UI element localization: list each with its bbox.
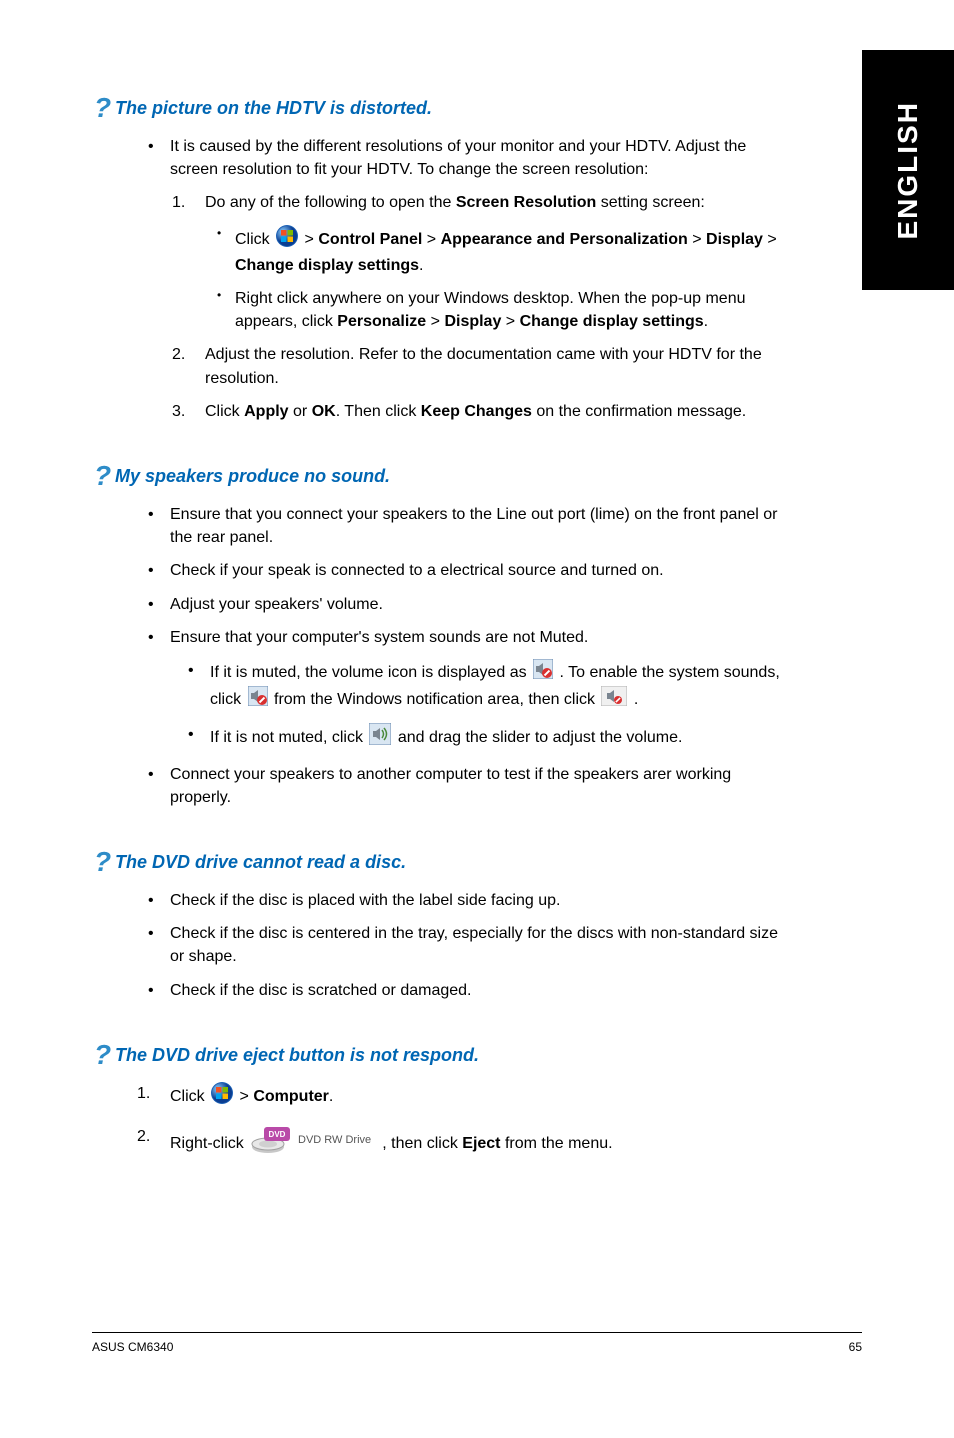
- question-block: ? The DVD drive cannot read a disc. Chec…: [115, 849, 795, 1002]
- bold-text: Control Panel: [318, 230, 422, 247]
- bold-text: Change display settings: [520, 313, 704, 330]
- question-mark-icon: ?: [92, 463, 120, 491]
- bullet-item: It is caused by the different resolution…: [170, 135, 795, 181]
- question-title: ? The picture on the HDTV is distorted.: [115, 95, 795, 121]
- bullet-item: Check if your speak is connected to a el…: [170, 559, 795, 582]
- dvd-drive-icon: DVD DVD RW Drive: [250, 1125, 380, 1162]
- svg-text:?: ?: [94, 1042, 111, 1070]
- question-title-text: The picture on the HDTV is distorted.: [115, 98, 432, 118]
- numbered-item: 1.Click > Computer.: [170, 1082, 795, 1111]
- question-title: ? The DVD drive eject button is not resp…: [115, 1042, 795, 1068]
- question-title-text: The DVD drive cannot read a disc.: [115, 852, 406, 872]
- bold-text: Computer: [253, 1088, 329, 1105]
- question-mark-icon: ?: [92, 95, 120, 123]
- side-tab-text: ENGLISH: [888, 101, 929, 239]
- bold-text: Display: [706, 230, 763, 247]
- question-mark-icon: ?: [92, 849, 120, 877]
- start-icon: [211, 1082, 233, 1111]
- item-number: 1.: [137, 1082, 150, 1105]
- item-number: 2.: [137, 1125, 150, 1148]
- svg-text:?: ?: [94, 463, 111, 491]
- footer-right: 65: [849, 1339, 862, 1356]
- question-title: ? The DVD drive cannot read a disc.: [115, 849, 795, 875]
- question-mark-icon: ?: [92, 1042, 120, 1070]
- mute-icon: [248, 686, 268, 713]
- question-block: ? The DVD drive eject button is not resp…: [115, 1042, 795, 1162]
- bullet-item: Ensure that you connect your speakers to…: [170, 503, 795, 549]
- start-icon: [276, 225, 298, 254]
- mute-icon: [533, 659, 553, 686]
- question-title-text: The DVD drive eject button is not respon…: [115, 1045, 479, 1065]
- numbered-item: 2.Right-click DVD DVD RW Drive , then cl…: [170, 1125, 795, 1162]
- item-number: 2.: [172, 343, 185, 366]
- volume-icon: [369, 723, 391, 752]
- sub-bullet-item: If it is not muted, click and drag the s…: [210, 723, 795, 752]
- bold-text: Personalize: [337, 313, 426, 330]
- numbered-item: 2.Adjust the resolution. Refer to the do…: [205, 343, 795, 389]
- sub-bullet-item: If it is muted, the volume icon is displ…: [210, 659, 795, 713]
- side-tab: ENGLISH: [862, 50, 954, 290]
- sub-bullet-item: Right click anywhere on your Windows des…: [235, 287, 795, 333]
- bullet-item: Ensure that your computer's system sound…: [170, 626, 795, 649]
- bold-text: Eject: [462, 1135, 500, 1152]
- question-block: ? The picture on the HDTV is distorted. …: [115, 95, 795, 423]
- numbered-item: 3.Click Apply or OK. Then click Keep Cha…: [205, 400, 795, 423]
- bullet-item: Adjust your speakers' volume.: [170, 593, 795, 616]
- question-title-text: My speakers produce no sound.: [115, 466, 390, 486]
- bullet-item: Connect your speakers to another compute…: [170, 763, 795, 809]
- bold-text: Display: [444, 313, 501, 330]
- svg-text:DVD: DVD: [269, 1130, 286, 1139]
- unmute-btn-icon: [601, 686, 627, 713]
- question-block: ? My speakers produce no sound. Ensure t…: [115, 463, 795, 809]
- numbered-item: 1.Do any of the following to open the Sc…: [205, 191, 795, 214]
- footer-left: ASUS CM6340: [92, 1339, 173, 1356]
- svg-text:DVD RW Drive: DVD RW Drive: [298, 1134, 371, 1146]
- bullet-item: Check if the disc is centered in the tra…: [170, 922, 795, 968]
- footer: ASUS CM6340 65: [92, 1332, 862, 1356]
- svg-text:?: ?: [94, 849, 111, 877]
- page-content: ? The picture on the HDTV is distorted. …: [115, 95, 795, 1202]
- item-number: 1.: [172, 191, 185, 214]
- bold-text: OK: [312, 403, 336, 420]
- bold-text: Apply: [244, 403, 288, 420]
- bold-text: Change display settings: [235, 257, 419, 274]
- bullet-item: Check if the disc is placed with the lab…: [170, 889, 795, 912]
- bold-text: Screen Resolution: [456, 194, 596, 211]
- item-number: 3.: [172, 400, 185, 423]
- svg-text:?: ?: [94, 95, 111, 123]
- bullet-item: Check if the disc is scratched or damage…: [170, 979, 795, 1002]
- sub-bullet-item: Click > Control Panel > Appearance and P…: [235, 225, 795, 277]
- bold-text: Keep Changes: [421, 403, 532, 420]
- question-title: ? My speakers produce no sound.: [115, 463, 795, 489]
- bold-text: Appearance and Personalization: [441, 230, 688, 247]
